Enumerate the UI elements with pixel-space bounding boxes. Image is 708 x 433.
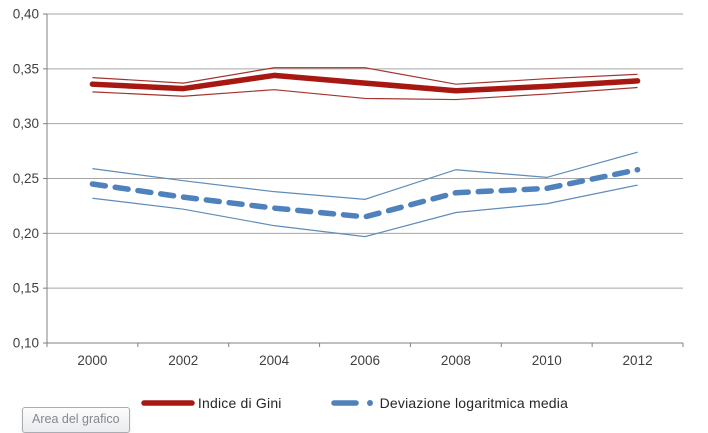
axes [43,13,684,347]
legend-item-gini[interactable]: Indice di Gini [140,395,282,411]
y-tick-label: 0,10 [13,336,39,351]
x-tick-label: 2006 [350,353,380,368]
gini-main-line [89,72,641,94]
y-axis-labels: 0,40 0,35 0,30 0,25 0,20 0,15 0,10 [13,7,39,351]
mld-main-line [89,166,641,220]
y-tick-label: 0,20 [13,226,39,241]
y-tick-label: 0,35 [13,61,39,76]
x-tick-label: 2008 [441,353,471,368]
gini-confidence-band [92,67,638,101]
x-tick-label: 2004 [259,353,290,368]
mld-confidence-band [92,151,638,238]
chart-legend: Indice di Gini Deviazione logaritmica me… [0,395,708,411]
x-tick-label: 2002 [168,353,198,368]
legend-item-mld[interactable]: Deviazione logaritmica media [330,395,568,411]
mld-dash-dot-sample [330,400,373,406]
y-tick-label: 0,25 [13,171,39,186]
legend-label-mld: Deviazione logaritmica media [379,395,569,411]
x-tick-label: 2010 [532,353,562,368]
x-tick-label: 2000 [77,353,107,368]
y-gridlines [47,13,683,344]
chart-area-tooltip: Area del grafico [22,407,130,433]
y-tick-label: 0,15 [13,281,39,296]
gini-line-sample [141,400,195,406]
y-tick-label: 0,40 [13,7,39,22]
y-tick-label: 0,30 [13,116,39,131]
x-axis-labels: 2000 2002 2004 2006 2008 2010 2012 [77,353,652,368]
x-tick-label: 2012 [623,353,653,368]
legend-label-gini: Indice di Gini [197,395,282,411]
